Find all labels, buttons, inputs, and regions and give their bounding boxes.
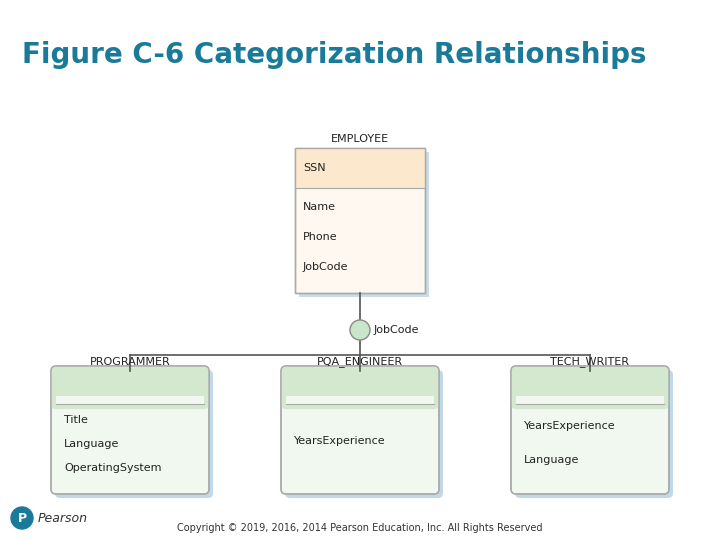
Text: Phone: Phone xyxy=(303,232,338,242)
FancyBboxPatch shape xyxy=(285,370,443,498)
Text: PQA_ENGINEER: PQA_ENGINEER xyxy=(317,356,403,367)
Bar xyxy=(295,147,425,293)
Text: Copyright © 2019, 2016, 2014 Pearson Education, Inc. All Rights Reserved: Copyright © 2019, 2016, 2014 Pearson Edu… xyxy=(177,523,543,533)
Bar xyxy=(286,396,434,404)
FancyBboxPatch shape xyxy=(281,366,439,494)
Text: Language: Language xyxy=(524,455,580,465)
FancyBboxPatch shape xyxy=(515,370,673,498)
FancyBboxPatch shape xyxy=(51,366,209,409)
FancyBboxPatch shape xyxy=(55,370,213,498)
FancyBboxPatch shape xyxy=(51,366,209,494)
Bar xyxy=(295,147,425,188)
Bar xyxy=(56,396,204,404)
Text: P: P xyxy=(17,511,27,524)
Text: Language: Language xyxy=(64,439,120,449)
Text: Name: Name xyxy=(303,202,336,212)
Text: SSN: SSN xyxy=(303,163,325,173)
Text: YearsExperience: YearsExperience xyxy=(524,421,616,431)
FancyBboxPatch shape xyxy=(511,366,669,494)
Text: Figure C-6 Categorization Relationships: Figure C-6 Categorization Relationships xyxy=(22,41,647,69)
Text: OperatingSystem: OperatingSystem xyxy=(64,463,161,474)
Circle shape xyxy=(11,507,33,529)
Text: Title: Title xyxy=(64,415,88,425)
FancyBboxPatch shape xyxy=(511,366,669,409)
Text: EMPLOYEE: EMPLOYEE xyxy=(331,133,389,144)
Circle shape xyxy=(350,320,370,340)
FancyBboxPatch shape xyxy=(281,366,439,409)
Text: YearsExperience: YearsExperience xyxy=(294,436,386,446)
Text: TECH_WRITER: TECH_WRITER xyxy=(551,356,629,367)
Text: PROGRAMMER: PROGRAMMER xyxy=(89,357,171,367)
Text: JobCode: JobCode xyxy=(303,262,348,272)
Bar xyxy=(516,396,664,404)
Text: JobCode: JobCode xyxy=(374,325,420,335)
Text: Pearson: Pearson xyxy=(38,511,88,524)
Bar xyxy=(295,147,425,293)
Bar xyxy=(299,152,429,296)
